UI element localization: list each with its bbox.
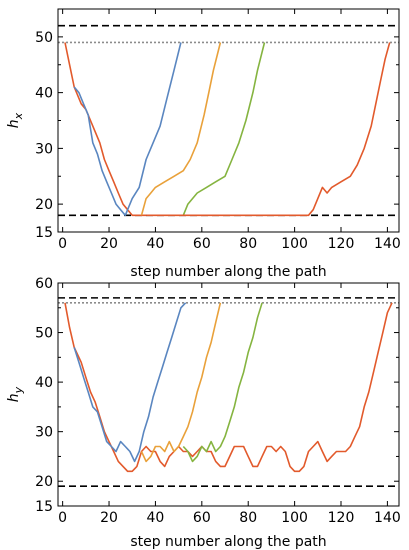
y-axis-label-main: h bbox=[6, 393, 22, 402]
x-tick-label: 0 bbox=[58, 510, 67, 526]
x-tick-label: 120 bbox=[328, 236, 355, 252]
y-axis-label-subscript: x bbox=[12, 112, 25, 120]
x-tick-label: 20 bbox=[100, 236, 118, 252]
series-line-orange-3 bbox=[140, 42, 222, 216]
y-tick-label: 20 bbox=[35, 474, 53, 490]
x-tick-label: 100 bbox=[281, 510, 308, 526]
series-line-red-1 bbox=[64, 42, 147, 217]
y-tick-label: 60 bbox=[35, 276, 53, 292]
x-tick-label: 40 bbox=[147, 510, 165, 526]
x-tick-label: 20 bbox=[100, 510, 118, 526]
x-tick-label: 140 bbox=[374, 236, 401, 252]
y-tick-label: 20 bbox=[35, 197, 53, 213]
series-line-red-5 bbox=[146, 42, 391, 217]
x-tick-label: 60 bbox=[193, 510, 211, 526]
y-axis-label-main: h bbox=[6, 119, 22, 128]
y-tick-label: 30 bbox=[35, 425, 53, 441]
x-axis-label: step number along the path bbox=[130, 264, 326, 280]
x-tick-label: 80 bbox=[239, 510, 257, 526]
y-axis-label: hy bbox=[6, 386, 25, 402]
series-line-orange-3 bbox=[140, 302, 222, 463]
y-tick-label: 40 bbox=[35, 375, 53, 391]
y-tick-label: 50 bbox=[35, 326, 53, 342]
series-line-blue-2 bbox=[73, 42, 182, 217]
series-line-blue-2 bbox=[73, 302, 187, 463]
series-line-red-1 bbox=[64, 302, 393, 473]
y-axis-label-subscript: y bbox=[12, 386, 25, 394]
series-line-green-4 bbox=[182, 42, 266, 216]
y-tick-label: 50 bbox=[35, 30, 53, 46]
y-tick-label: 40 bbox=[35, 86, 53, 102]
series-line-green-4 bbox=[182, 302, 263, 463]
y-axis-label: hx bbox=[6, 112, 25, 128]
x-tick-label: 60 bbox=[193, 236, 211, 252]
y-tick-label: 30 bbox=[35, 141, 53, 157]
x-tick-label: 120 bbox=[328, 510, 355, 526]
y-tick-label: 15 bbox=[35, 225, 53, 241]
x-axis-label: step number along the path bbox=[130, 534, 326, 550]
x-tick-label: 40 bbox=[147, 236, 165, 252]
plot-frame bbox=[57, 282, 400, 507]
x-tick-label: 0 bbox=[58, 236, 67, 252]
chart-panel-1: 0 20 40 60 80 100 120 140 15 20 30 40 50 step number … bbox=[6, 8, 401, 280]
x-tick-label: 80 bbox=[239, 236, 257, 252]
x-tick-label: 140 bbox=[374, 510, 401, 526]
chart-panel-2: 0 20 40 60 80 100 120 140 15 20 30 40 50 60 step numbe… bbox=[6, 276, 401, 550]
y-tick-label: 15 bbox=[35, 499, 53, 515]
x-tick-label: 100 bbox=[281, 236, 308, 252]
